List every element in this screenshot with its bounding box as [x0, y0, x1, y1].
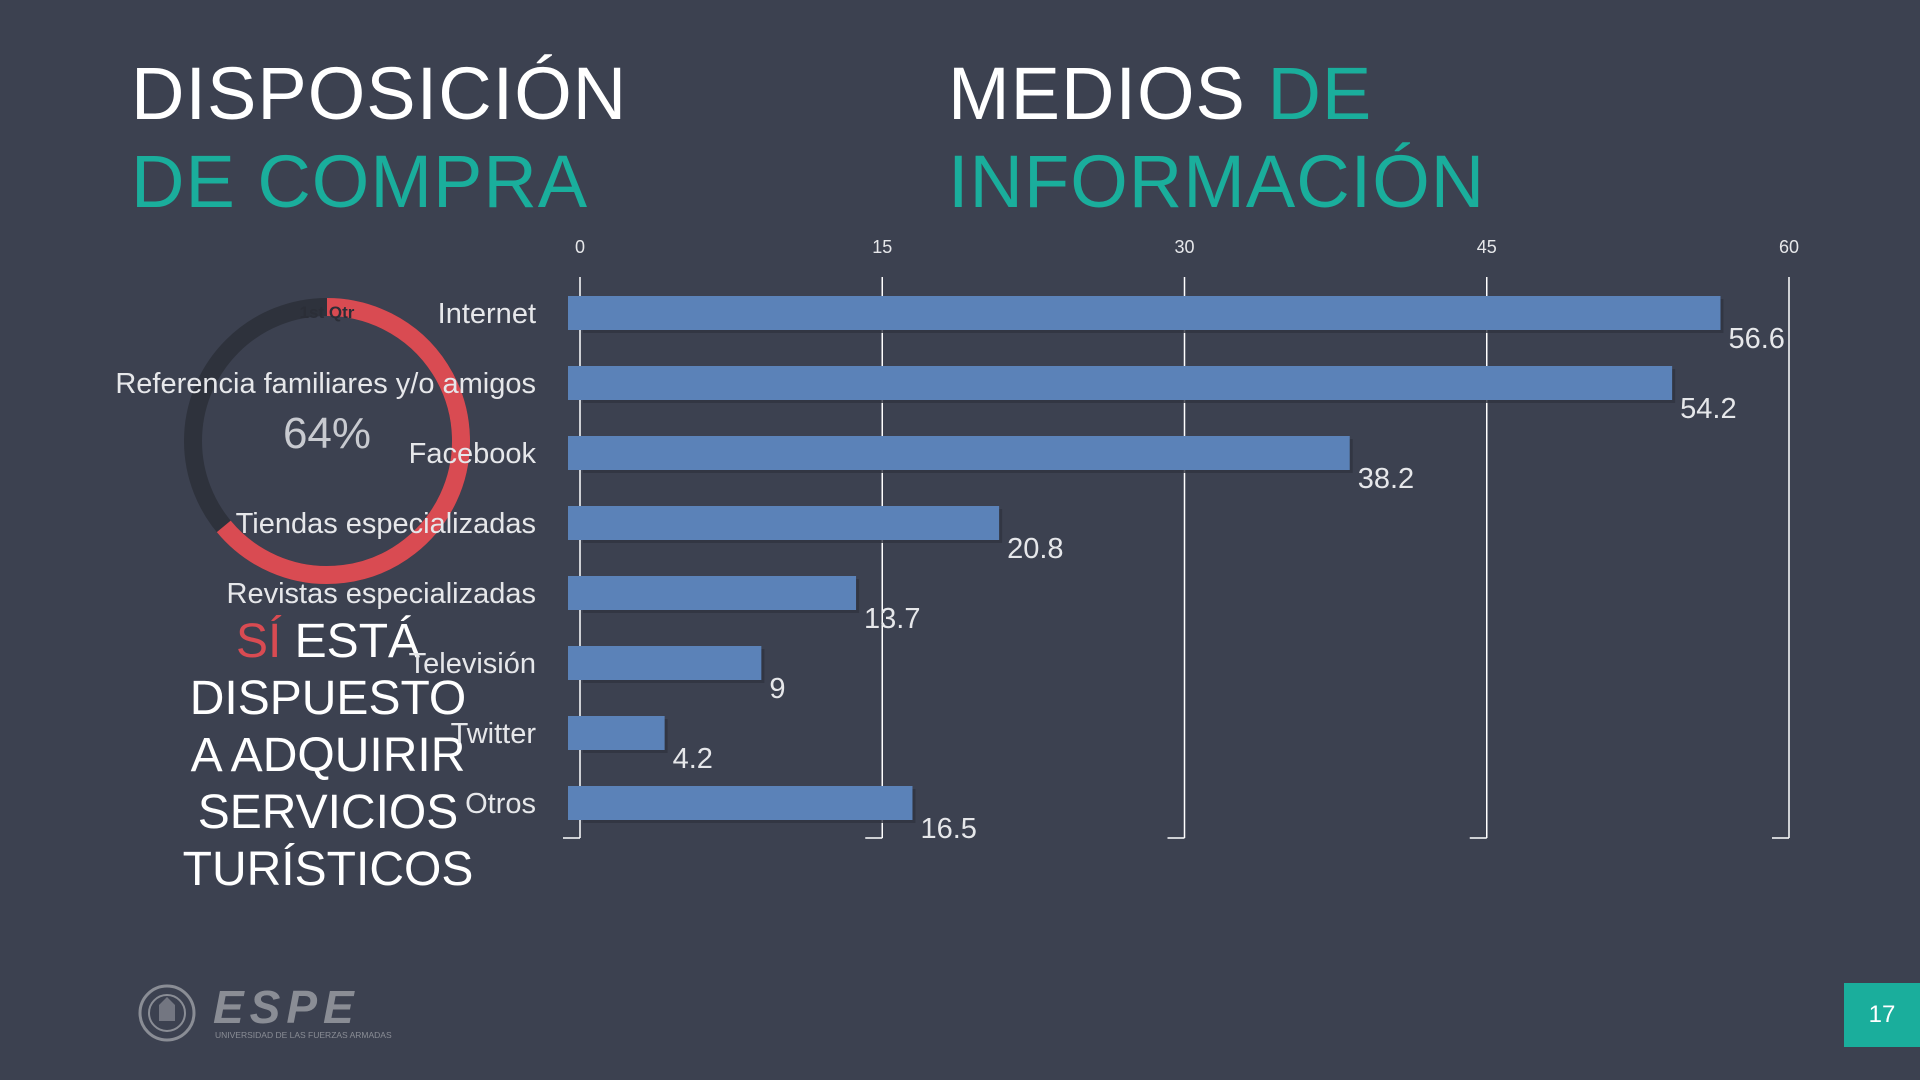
data-label: 4.2 [673, 743, 713, 775]
callout-line4: SERVICIOS [197, 786, 459, 839]
category-label: Otros [465, 788, 536, 820]
chart-data-labels: 56.6 54.2 38.2 20.8 13.7 9 4.2 16.5 [673, 323, 1785, 845]
x-tick-label: 45 [1477, 237, 1497, 257]
title-right-line1: MEDIOS DE [948, 50, 1485, 138]
donut-percent-label: 64% [283, 409, 371, 458]
bar [568, 576, 857, 610]
x-tick-label: 30 [1174, 237, 1194, 257]
chart-bars [568, 296, 1724, 823]
title-left-line1: DISPOSICIÓN [131, 52, 628, 135]
category-label: Revistas especializadas [227, 578, 536, 610]
callout-highlight: SÍ [235, 615, 282, 668]
title-disposicion-de-compra: DISPOSICIÓN DE COMPRA [131, 50, 627, 226]
bar [568, 646, 762, 680]
chart-gridlines [563, 277, 1790, 839]
data-label: 54.2 [1680, 393, 1736, 425]
espe-logo-graphic: ESPE UNIVERSIDAD DE LAS FUERZAS ARMADAS [138, 981, 392, 1042]
data-label: 38.2 [1358, 463, 1414, 495]
callout-line1-rest: ESTÁ [294, 615, 421, 668]
callout-line1: SÍ ESTÁ [130, 613, 526, 670]
data-label: 13.7 [864, 603, 920, 635]
data-label: 16.5 [920, 813, 976, 845]
data-label: 20.8 [1007, 533, 1063, 565]
bar [568, 716, 665, 750]
x-tick-label: 15 [872, 237, 892, 257]
x-tick-label: 0 [575, 237, 585, 257]
category-label: Tiendas especializadas [236, 508, 536, 540]
logo-subtitle: UNIVERSIDAD DE LAS FUERZAS ARMADAS [215, 1030, 392, 1040]
category-label: Referencia familiares y/o amigos [115, 368, 536, 400]
bar [568, 366, 1673, 400]
title-right-line2: INFORMACIÓN [948, 140, 1486, 223]
callout-line3: A ADQUIRIR [190, 729, 466, 782]
category-label: Twitter [451, 718, 537, 750]
logo-name: ESPE [213, 983, 360, 1033]
bar [568, 506, 1000, 540]
category-label: Facebook [409, 438, 537, 470]
category-label: Internet [438, 298, 536, 330]
bar [568, 436, 1350, 470]
donut-category-label: 1st Qtr [300, 303, 355, 322]
title-right-word2: DE [1267, 52, 1373, 135]
data-label: 56.6 [1728, 323, 1784, 355]
chart-x-tick-labels: 0 15 30 45 60 [575, 237, 1799, 257]
callout-line5: TURÍSTICOS [182, 843, 474, 896]
callout-line2: DISPUESTO [189, 672, 467, 725]
data-label: 9 [769, 673, 785, 705]
title-left-line2: DE COMPRA [131, 140, 589, 223]
page-number: 17 [1844, 983, 1920, 1047]
espe-logo: ESPE UNIVERSIDAD DE LAS FUERZAS ARMADAS [137, 981, 437, 1048]
donut-value-arc [216, 298, 470, 584]
title-medios-de-informacion: MEDIOS DE INFORMACIÓN [948, 50, 1485, 226]
x-tick-label: 60 [1779, 237, 1799, 257]
bar [568, 786, 913, 820]
title-right-word1: MEDIOS [948, 52, 1246, 135]
purchase-disposition-callout: SÍ ESTÁ DISPUESTO A ADQUIRIR SERVICIOS T… [130, 613, 526, 898]
chart-category-labels: Internet Referencia familiares y/o amigos… [115, 298, 536, 820]
bar [568, 296, 1721, 330]
category-label: Televisión [409, 648, 536, 680]
